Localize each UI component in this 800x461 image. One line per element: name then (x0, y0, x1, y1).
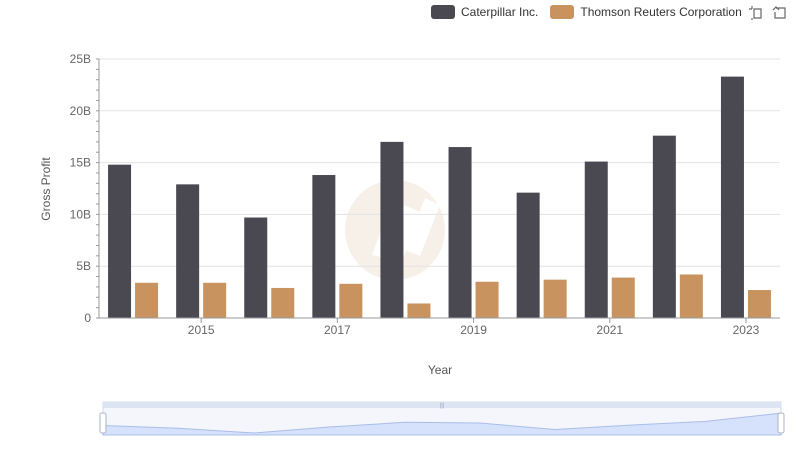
bar[interactable] (312, 175, 336, 318)
bar[interactable] (135, 282, 159, 318)
chart-toolbar (748, 5, 788, 21)
bar[interactable] (475, 281, 499, 318)
x-tick-label: 2015 (188, 323, 215, 337)
y-tick-label: 0 (84, 311, 91, 325)
restore-icon[interactable] (772, 5, 788, 21)
legend: Caterpillar Inc. Thomson Reuters Corporat… (431, 3, 742, 21)
zoom-grip-icon: ||| (440, 403, 445, 409)
legend-item[interactable]: Thomson Reuters Corporation (550, 5, 742, 19)
bar[interactable] (652, 135, 676, 318)
bar[interactable] (611, 277, 635, 318)
bar[interactable] (448, 147, 472, 318)
y-tick-label: 10B (70, 207, 91, 221)
bar[interactable] (203, 282, 227, 318)
data-zoom-slider[interactable]: ||| (99, 401, 785, 436)
legend-swatch (550, 5, 575, 19)
y-tick-label: 20B (70, 104, 91, 118)
bar[interactable] (271, 287, 295, 318)
bar[interactable] (339, 283, 363, 318)
bar[interactable] (176, 184, 200, 318)
legend-item[interactable]: Caterpillar Inc. (431, 5, 538, 19)
y-tick-label: 15B (70, 156, 91, 170)
x-axis-label: Year (428, 363, 452, 377)
zoom-select-icon[interactable] (748, 5, 764, 21)
bar[interactable] (747, 290, 771, 318)
bar[interactable] (407, 303, 431, 318)
bar[interactable] (543, 279, 567, 318)
bar[interactable] (108, 164, 132, 318)
legend-swatch (431, 5, 455, 19)
bar[interactable] (720, 76, 744, 318)
x-tick-label: 2021 (596, 323, 623, 337)
bar[interactable] (584, 161, 608, 318)
y-tick-label: 25B (70, 52, 91, 66)
zoom-handle-left[interactable] (99, 412, 107, 434)
y-axis-label: Gross Profit (39, 157, 53, 221)
zoom-handle-right[interactable] (777, 412, 785, 434)
x-tick-label: 2023 (733, 323, 760, 337)
bar[interactable] (516, 192, 540, 318)
bar[interactable] (679, 274, 703, 318)
legend-label: Thomson Reuters Corporation (580, 5, 742, 19)
bar[interactable] (380, 141, 404, 318)
y-tick-label: 5B (76, 259, 91, 273)
bar[interactable] (244, 217, 268, 318)
x-tick-label: 2017 (324, 323, 351, 337)
x-tick-label: 2019 (460, 323, 487, 337)
legend-label: Caterpillar Inc. (461, 5, 539, 19)
